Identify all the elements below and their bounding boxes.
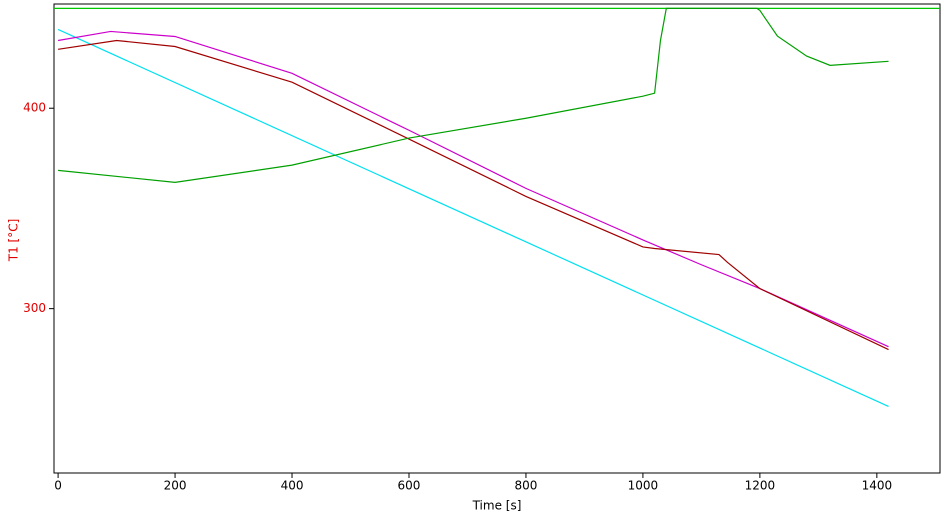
x-tick-label: 200 [164,479,187,493]
x-axis-label: Time [s] [472,499,522,513]
series-line [58,7,889,183]
y-axis-label: T1 [°C] [7,219,21,263]
x-tick-label: 600 [398,479,421,493]
x-tick-label: 800 [514,479,537,493]
x-tick-label: 400 [281,479,304,493]
x-tick-label: 1000 [628,479,659,493]
y-tick-label: 400 [23,101,46,115]
x-tick-label: 1200 [745,479,776,493]
series-line [57,30,889,348]
series-line [58,39,889,351]
x-tick-label: 0 [54,479,62,493]
series-line [57,28,889,408]
y-tick-label: 300 [23,301,46,315]
x-tick-label: 1400 [862,479,893,493]
plot-frame [53,3,941,474]
